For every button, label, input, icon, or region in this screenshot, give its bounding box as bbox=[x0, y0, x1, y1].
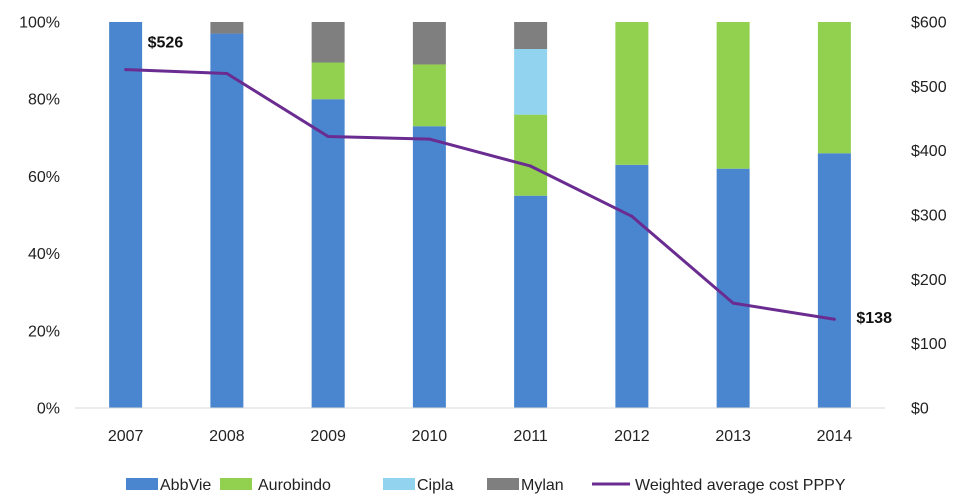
y-tick-label-right: $100 bbox=[911, 336, 947, 353]
line-point-2014 bbox=[832, 317, 836, 321]
legend: AbbVie Aurobindo Cipla Mylan Weighted averag… bbox=[126, 477, 846, 494]
bar-aurobindo-2012 bbox=[615, 22, 649, 165]
x-tick-label-2010: 2010 bbox=[412, 428, 448, 445]
bar-aurobindo-2009 bbox=[311, 62, 345, 100]
y-tick-label-right: $600 bbox=[911, 15, 947, 32]
line-weighted-average-cost bbox=[125, 68, 835, 321]
bar-aurobindo-2011 bbox=[514, 114, 548, 196]
legend-label-cipla: Cipla bbox=[417, 477, 454, 494]
y-tick-label-right: $300 bbox=[911, 208, 947, 225]
line-point-2013 bbox=[731, 301, 735, 305]
x-tick-label-2014: 2014 bbox=[817, 428, 853, 445]
y-tick-label-right: $200 bbox=[911, 272, 947, 289]
line-point-2007 bbox=[124, 68, 128, 72]
bar-abbvie-2013 bbox=[716, 168, 750, 408]
legend-swatch-cipla bbox=[383, 478, 415, 490]
line-point-2011 bbox=[529, 164, 533, 168]
y-tick-label-left: 100% bbox=[19, 15, 60, 32]
legend-label-mylan: Mylan bbox=[521, 477, 564, 494]
bar-aurobindo-2010 bbox=[412, 64, 446, 127]
legend-swatch-mylan bbox=[487, 478, 519, 490]
legend-label-weighted-average-cost-pppy: Weighted average cost PPPY bbox=[635, 477, 846, 494]
y-tick-label-left: 80% bbox=[28, 92, 60, 109]
y-tick-label-right: $0 bbox=[911, 401, 929, 418]
x-tick-label-2008: 2008 bbox=[209, 428, 245, 445]
bar-abbvie-2007 bbox=[109, 22, 143, 408]
bar-cipla-2011 bbox=[514, 49, 548, 115]
bar-abbvie-2010 bbox=[412, 126, 446, 408]
line-layer bbox=[124, 68, 836, 321]
bar-abbvie-2011 bbox=[514, 195, 548, 408]
bar-abbvie-2009 bbox=[311, 99, 345, 408]
y-tick-label-right: $500 bbox=[911, 79, 947, 96]
y-tick-label-left: 60% bbox=[28, 169, 60, 186]
data-label-2007: $526 bbox=[148, 35, 184, 52]
legend-swatch-abbvie bbox=[126, 478, 158, 490]
legend-label-aurobindo: Aurobindo bbox=[258, 477, 331, 494]
annotations: $526 $138 bbox=[148, 35, 892, 328]
bar-mylan-2008 bbox=[210, 22, 244, 34]
y-axis-left: 0% 20% 40% 60% 80% 100% bbox=[19, 15, 60, 418]
y-tick-label-right: $400 bbox=[911, 143, 947, 160]
x-tick-label-2009: 2009 bbox=[310, 428, 346, 445]
x-tick-label-2012: 2012 bbox=[614, 428, 650, 445]
line-point-2012 bbox=[630, 214, 634, 218]
line-point-2008 bbox=[225, 71, 229, 75]
x-tick-label-2011: 2011 bbox=[513, 428, 548, 445]
bar-mylan-2011 bbox=[514, 22, 548, 50]
bar-aurobindo-2013 bbox=[716, 22, 750, 169]
x-tick-label-2013: 2013 bbox=[715, 428, 751, 445]
x-tick-label-2007: 2007 bbox=[108, 428, 144, 445]
bar-abbvie-2012 bbox=[615, 164, 649, 408]
line-point-2009 bbox=[326, 135, 330, 139]
y-tick-label-left: 40% bbox=[28, 246, 60, 263]
bar-group bbox=[109, 22, 851, 408]
legend-swatch-aurobindo bbox=[220, 478, 252, 490]
bar-mylan-2009 bbox=[311, 22, 345, 63]
bar-aurobindo-2014 bbox=[817, 22, 851, 154]
line-point-2010 bbox=[427, 137, 431, 141]
y-tick-label-left: 0% bbox=[37, 401, 60, 418]
x-axis: 2007 2008 2009 2010 2011 2012 2013 2014 bbox=[75, 407, 885, 445]
bar-mylan-2010 bbox=[412, 22, 446, 65]
y-axis-right: $0 $100 $200 $300 $400 $500 $600 bbox=[911, 15, 947, 418]
legend-label-abbvie: AbbVie bbox=[160, 477, 211, 494]
y-tick-label-left: 20% bbox=[28, 323, 60, 340]
data-label-2014: $138 bbox=[856, 310, 892, 327]
bar-abbvie-2008 bbox=[210, 33, 244, 408]
bar-abbvie-2014 bbox=[817, 153, 851, 408]
